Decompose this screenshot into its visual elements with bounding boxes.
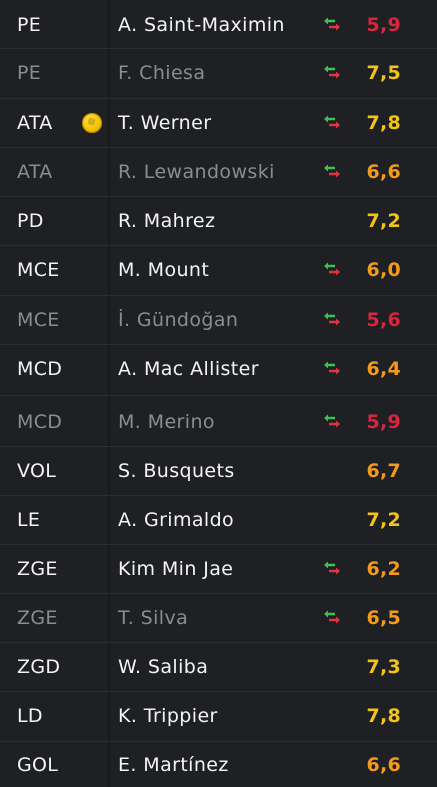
player-name: A. Saint-Maximin — [118, 13, 285, 36]
substitution-icon — [324, 312, 340, 325]
player-name: A. Grimaldo — [118, 508, 235, 531]
player-rating: 7,8 — [366, 111, 401, 134]
player-row-12[interactable]: ZGE T. Silva 6,5 — [0, 593, 437, 641]
player-row-8[interactable]: MCD M. Merino 5,9 — [0, 395, 437, 447]
substitution-icon — [324, 361, 340, 375]
player-row-6[interactable]: MCE İ. Gündoğan 5,6 — [0, 295, 437, 343]
player-rating: 7,8 — [366, 705, 401, 727]
player-rating: 6,2 — [366, 557, 401, 580]
player-row-1[interactable]: PE F. Chiesa 7,5 — [0, 48, 437, 97]
player-row-5[interactable]: MCE M. Mount 6,0 — [0, 245, 437, 294]
player-name: T. Silva — [118, 606, 189, 629]
player-name: Kim Min Jae — [118, 557, 234, 580]
player-name: F. Chiesa — [118, 62, 206, 84]
column-divider — [108, 296, 110, 343]
column-divider — [108, 692, 110, 740]
player-position: MCD — [17, 358, 63, 380]
player-row-7[interactable]: MCD A. Mac Allister 6,4 — [0, 344, 437, 393]
substitution-icon — [324, 561, 340, 574]
column-divider — [108, 643, 110, 690]
column-divider — [108, 99, 110, 146]
column-divider — [108, 594, 110, 641]
substitution-icon — [324, 17, 340, 30]
player-rating: 7,5 — [366, 62, 401, 84]
player-position: ZGE — [17, 606, 58, 629]
player-row-10[interactable]: LE A. Grimaldo 7,2 — [0, 495, 437, 543]
player-name: M. Merino — [118, 410, 215, 433]
column-divider — [108, 49, 110, 97]
player-row-11[interactable]: ZGE Kim Min Jae 6,2 — [0, 544, 437, 592]
player-position: VOL — [17, 459, 57, 482]
player-name: A. Mac Allister — [118, 358, 259, 380]
column-divider — [108, 742, 110, 787]
substitution-icon — [324, 65, 340, 79]
player-position: LE — [17, 508, 41, 531]
player-position: ZGE — [17, 557, 58, 580]
player-position: LD — [17, 705, 43, 727]
player-position: MCE — [17, 308, 60, 331]
player-name: K. Trippier — [118, 705, 218, 727]
player-rating: 6,0 — [366, 259, 401, 281]
player-rating: 6,6 — [366, 160, 401, 183]
substitution-icon — [324, 115, 340, 128]
substitution-icon — [324, 164, 340, 177]
player-row-15[interactable]: GOL E. Martínez 6,6 — [0, 741, 437, 787]
player-position: MCE — [17, 259, 60, 281]
player-name: M. Mount — [118, 259, 210, 281]
player-position: PD — [17, 209, 44, 232]
player-row-9[interactable]: VOL S. Busquets 6,7 — [0, 446, 437, 494]
player-row-3[interactable]: ATA R. Lewandowski 6,6 — [0, 147, 437, 195]
player-name: S. Busquets — [118, 459, 235, 482]
player-rating: 6,6 — [366, 753, 401, 776]
player-position: GOL — [17, 753, 59, 776]
player-position: ATA — [17, 111, 53, 134]
player-rating: 7,3 — [366, 655, 401, 678]
column-divider — [108, 496, 110, 543]
player-rating: 6,4 — [366, 358, 401, 380]
player-name: R. Lewandowski — [118, 160, 275, 183]
goal-ball-icon — [82, 112, 102, 133]
player-row-13[interactable]: ZGD W. Saliba 7,3 — [0, 642, 437, 690]
player-row-14[interactable]: LD K. Trippier 7,8 — [0, 691, 437, 740]
player-row-0[interactable]: PE A. Saint-Maximin 5,9 — [0, 0, 437, 49]
player-position: ZGD — [17, 655, 61, 678]
player-rating: 7,2 — [366, 508, 401, 531]
player-name: E. Martínez — [118, 753, 229, 776]
player-position: PE — [17, 13, 42, 36]
column-divider — [108, 396, 110, 447]
column-divider — [108, 345, 110, 393]
player-row-2[interactable]: ATA T. Werner 7,8 — [0, 98, 437, 146]
player-name: R. Mahrez — [118, 209, 216, 232]
player-rating: 5,9 — [366, 410, 401, 433]
substitution-icon — [324, 262, 340, 276]
player-rating: 5,9 — [366, 13, 401, 36]
player-rating: 7,2 — [366, 209, 401, 232]
player-position: ATA — [17, 160, 53, 183]
player-rating: 6,7 — [366, 459, 401, 482]
player-rating: 5,6 — [366, 308, 401, 331]
substitution-icon — [324, 610, 340, 623]
column-divider — [108, 197, 110, 244]
player-position: MCD — [17, 410, 63, 433]
player-name: İ. Gündoğan — [118, 308, 239, 331]
player-row-4[interactable]: PD R. Mahrez 7,2 — [0, 196, 437, 244]
player-position: PE — [17, 62, 42, 84]
column-divider — [108, 246, 110, 294]
player-name: W. Saliba — [118, 655, 209, 678]
column-divider — [108, 545, 110, 592]
player-rating: 6,5 — [366, 606, 401, 629]
column-divider — [108, 447, 110, 494]
player-name: T. Werner — [118, 111, 212, 134]
substitution-icon — [324, 414, 340, 427]
column-divider — [108, 148, 110, 195]
column-divider — [108, 0, 110, 49]
